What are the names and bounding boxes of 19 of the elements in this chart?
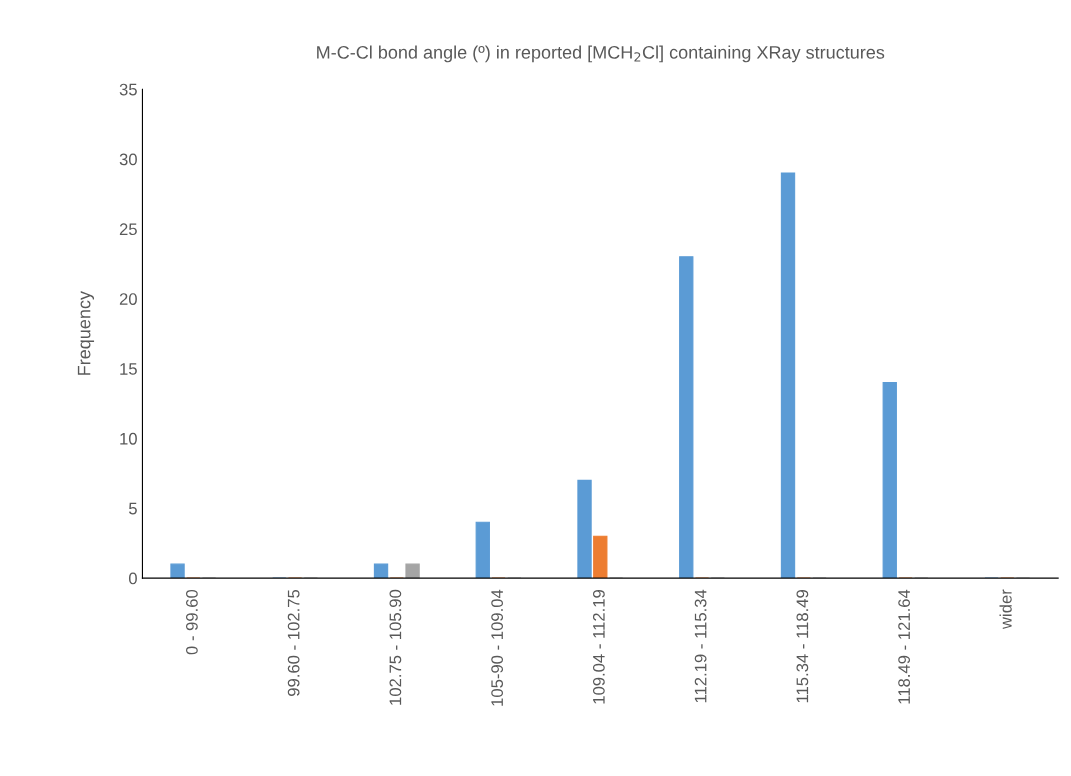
y-tick-label: 25 bbox=[119, 223, 137, 236]
x-tick-label: wider bbox=[999, 589, 1012, 630]
x-tick-label: 112.19 - 115.34 bbox=[694, 589, 707, 703]
y-tick-label: 15 bbox=[120, 363, 137, 375]
x-tick-label: 0 - 99.60 bbox=[185, 589, 198, 655]
y-axis-title: Frequency bbox=[77, 291, 95, 375]
x-tick-label: 118.49 - 121.64 bbox=[898, 589, 910, 704]
chart-title: M-C-Cl bond angle (º) in reported [MCH$_{2}$Cl] containing XRay structures bbox=[317, 45, 885, 63]
y-tick-label: 10 bbox=[120, 432, 137, 445]
x-tick-label: 109.04 - 112.19 bbox=[592, 590, 605, 704]
y-tick-label: 20 bbox=[119, 293, 137, 305]
y-tick-label: 35 bbox=[119, 83, 137, 96]
x-tick-label: 102.75 - 105.90 bbox=[389, 589, 402, 705]
x-tick-label: 105-90 - 109.04 bbox=[491, 589, 504, 706]
y-tick-label: 5 bbox=[128, 502, 137, 515]
x-tick-label: 99.60 - 102.75 bbox=[287, 589, 300, 696]
y-tick-label: 30 bbox=[119, 153, 137, 166]
y-tick-label: 0 bbox=[128, 572, 137, 585]
x-tick-label: 115.34 - 118.49 bbox=[796, 590, 809, 703]
